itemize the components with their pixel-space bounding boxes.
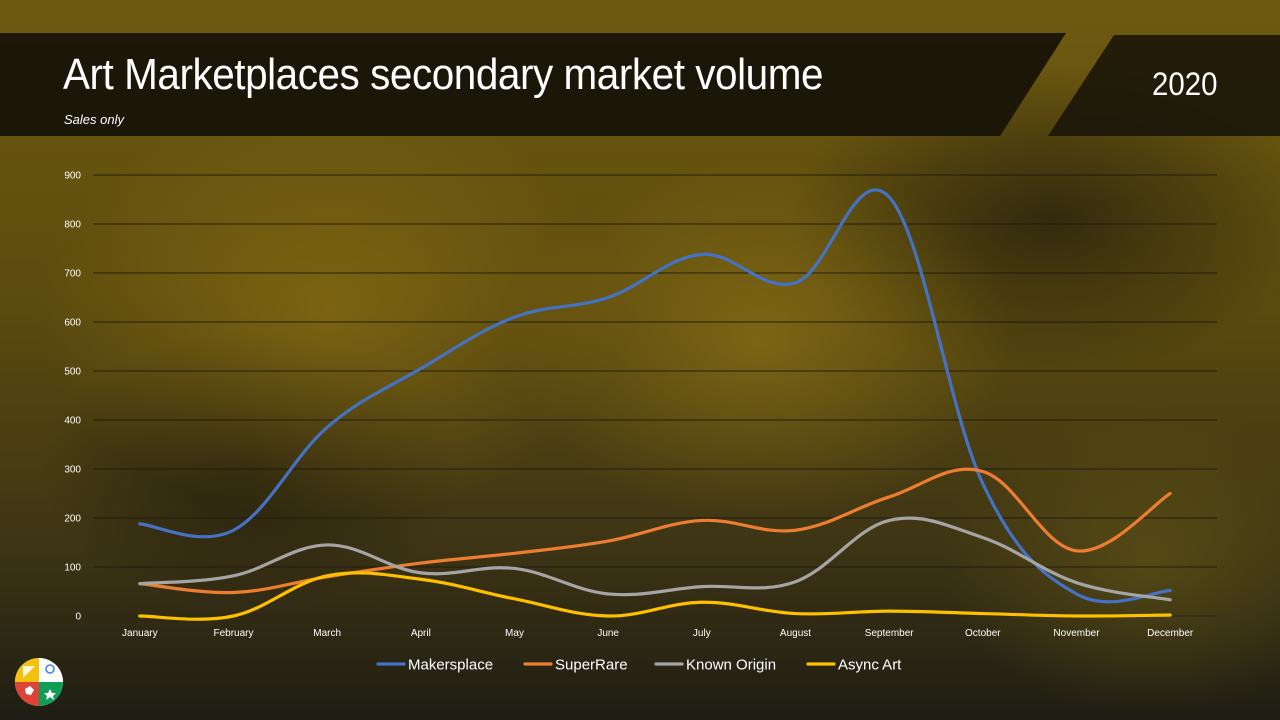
x-tick-label: April: [411, 628, 431, 639]
data-point: [513, 316, 516, 319]
data-point: [138, 522, 141, 525]
data-point: [607, 296, 610, 299]
data-point: [607, 614, 610, 617]
x-axis-ticks: January February March April May June July Augu…: [122, 628, 1194, 639]
data-point: [888, 195, 891, 198]
data-point: [794, 580, 797, 583]
data-point: [607, 539, 610, 542]
y-axis-ticks: 0 100 200 300 400 500 600 700 800 900: [64, 171, 81, 623]
legend-label: Async Art: [838, 657, 902, 674]
data-point: [326, 574, 329, 577]
x-tick-label: October: [965, 628, 1001, 639]
y-tick-label: 800: [64, 220, 81, 231]
data-point: [232, 591, 235, 594]
x-tick-label: March: [313, 628, 341, 639]
data-point: [138, 614, 141, 617]
x-tick-label: February: [213, 628, 253, 639]
year-banner: [1048, 35, 1280, 136]
data-point: [607, 592, 610, 595]
data-point: [1075, 614, 1078, 617]
title-banner: [0, 33, 1066, 136]
series-line-async-art: [138, 571, 1172, 621]
data-point: [232, 529, 235, 532]
x-tick-label: June: [597, 628, 619, 639]
data-point: [981, 482, 984, 485]
data-point: [232, 574, 235, 577]
data-point: [513, 552, 516, 555]
data-point: [700, 253, 703, 256]
x-tick-label: August: [780, 628, 811, 639]
chart-legend: Makersplace SuperRare Known Origin Async Ar…: [376, 657, 902, 674]
series-line-superrare: [138, 467, 1172, 595]
y-tick-label: 900: [64, 171, 81, 182]
data-point: [419, 561, 422, 564]
x-tick-label: September: [865, 628, 915, 639]
page-title: Art Marketplaces secondary market volume: [63, 50, 824, 99]
y-tick-label: 400: [64, 416, 81, 427]
data-point: [888, 519, 891, 522]
data-point: [1169, 589, 1172, 592]
data-point: [1169, 492, 1172, 495]
y-tick-label: 0: [75, 612, 81, 623]
data-point: [1169, 613, 1172, 616]
data-point: [981, 536, 984, 539]
y-tick-label: 700: [64, 269, 81, 280]
data-point: [981, 470, 984, 473]
data-point: [419, 367, 422, 370]
data-point: [794, 529, 797, 532]
data-point: [419, 578, 422, 581]
y-tick-label: 500: [64, 367, 81, 378]
data-point: [794, 612, 797, 615]
x-tick-label: December: [1147, 628, 1194, 639]
header-band: [0, 33, 1280, 136]
page-subtitle: Sales only: [64, 112, 124, 127]
data-point: [700, 519, 703, 522]
x-tick-label: November: [1053, 628, 1100, 639]
data-point: [888, 495, 891, 498]
data-point: [232, 614, 235, 617]
series-line-known-origin: [138, 516, 1172, 602]
data-point: [700, 601, 703, 604]
chart-gridlines: [93, 174, 1217, 617]
legend-label: Makersplace: [408, 657, 493, 674]
data-point: [513, 567, 516, 570]
data-point: [1075, 592, 1078, 595]
y-tick-label: 200: [64, 514, 81, 525]
data-point: [794, 281, 797, 284]
x-tick-label: May: [505, 628, 524, 639]
series-line-makersplace: [138, 188, 1172, 604]
year-label: 2020: [1152, 66, 1218, 102]
y-tick-label: 300: [64, 465, 81, 476]
data-point: [513, 597, 516, 600]
x-tick-label: January: [122, 628, 158, 639]
data-point: [1169, 598, 1172, 601]
legend-label: Known Origin: [686, 657, 776, 674]
data-point: [419, 571, 422, 574]
y-tick-label: 100: [64, 563, 81, 574]
x-tick-label: July: [693, 628, 711, 639]
legend-label: SuperRare: [555, 657, 628, 674]
data-point: [1075, 549, 1078, 552]
data-point: [138, 582, 141, 585]
data-point: [981, 612, 984, 615]
data-point: [326, 426, 329, 429]
series-lines: [138, 188, 1172, 621]
y-tick-label: 600: [64, 318, 81, 329]
data-point: [1075, 581, 1078, 584]
data-point: [700, 585, 703, 588]
colorful-circle-logo-icon: [15, 658, 63, 706]
data-point: [326, 543, 329, 546]
data-point: [888, 610, 891, 613]
